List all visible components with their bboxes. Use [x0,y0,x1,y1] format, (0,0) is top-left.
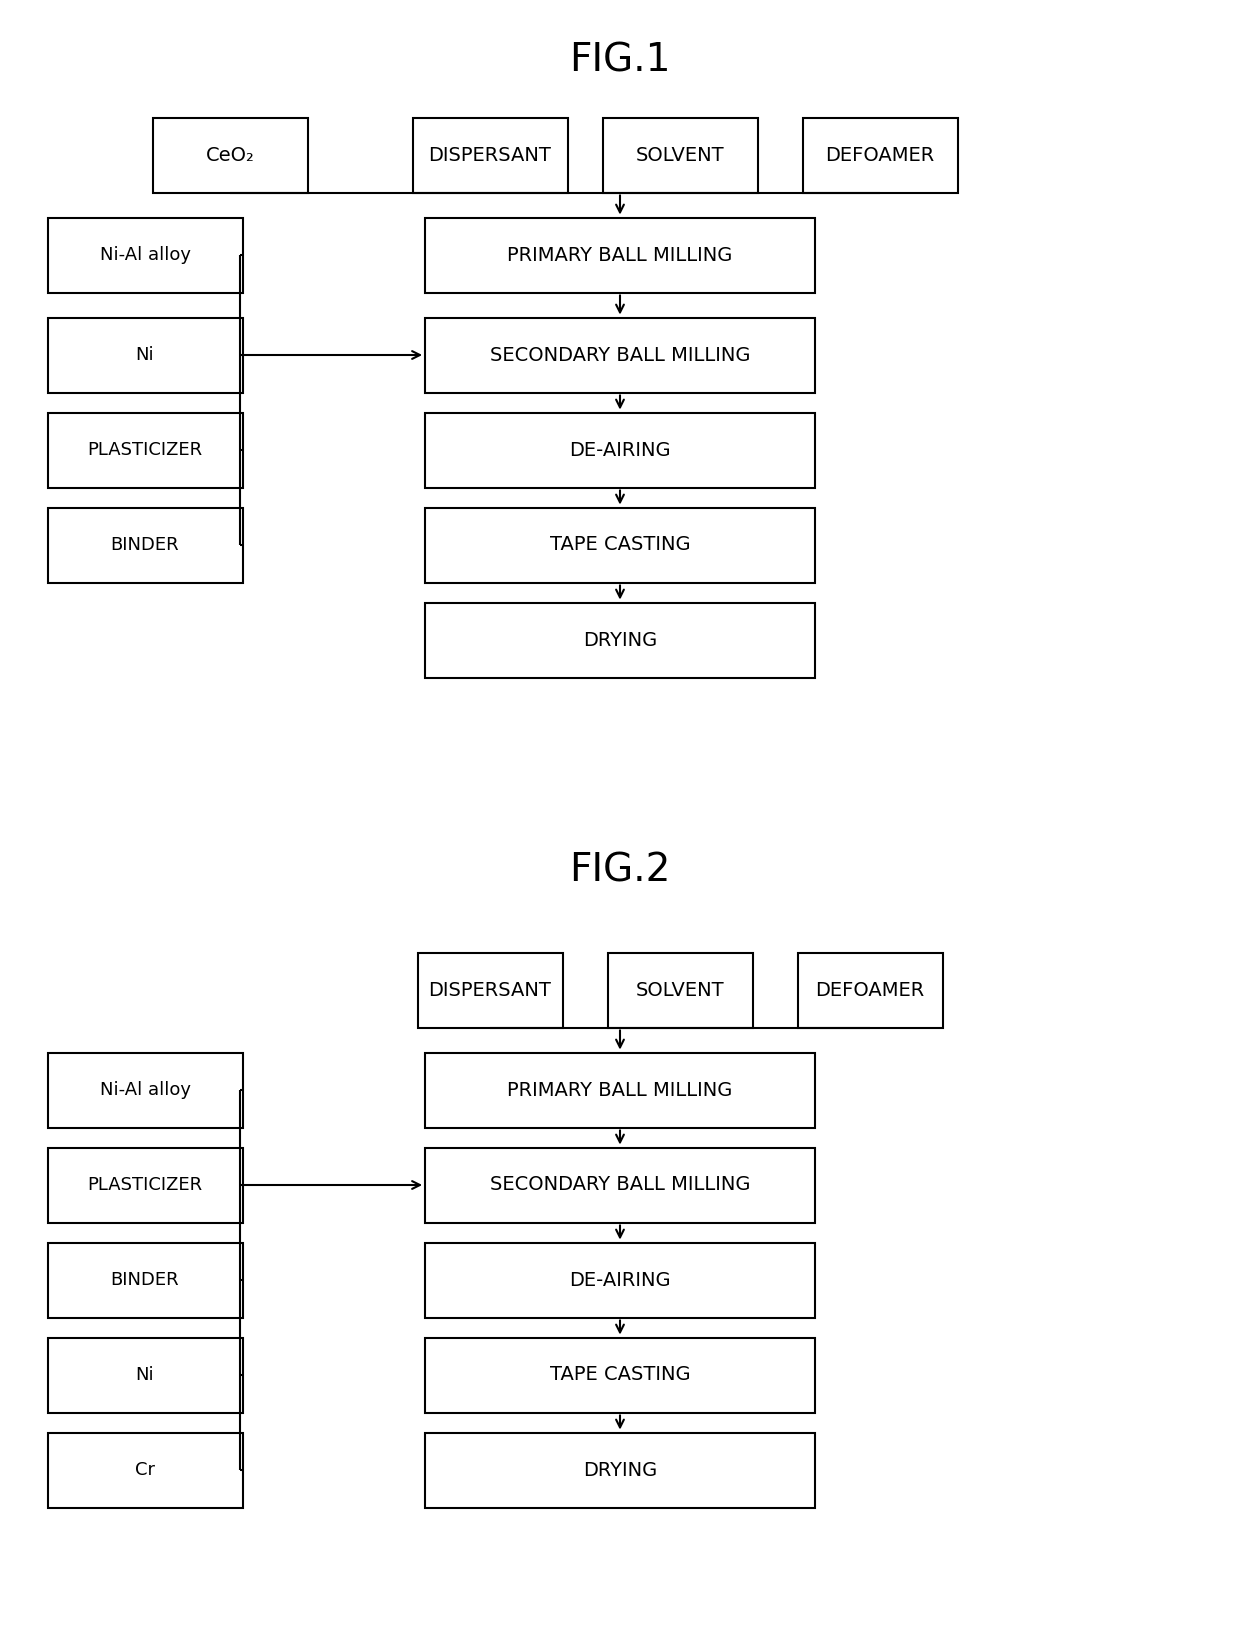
Text: DE-AIRING: DE-AIRING [569,1271,671,1290]
Bar [608,953,753,1028]
Bar [47,412,243,487]
Text: BINDER: BINDER [110,1271,180,1289]
Text: BINDER: BINDER [110,536,180,554]
Text: Ni: Ni [135,345,154,363]
Bar [425,1432,815,1507]
Text: PLASTICIZER: PLASTICIZER [88,1176,202,1194]
Text: PLASTICIZER: PLASTICIZER [88,441,202,459]
Text: DISPERSANT: DISPERSANT [429,145,552,165]
Text: PRIMARY BALL MILLING: PRIMARY BALL MILLING [507,1080,733,1100]
Text: SOLVENT: SOLVENT [636,981,724,1000]
Text: DE-AIRING: DE-AIRING [569,440,671,459]
Bar [802,117,957,192]
Bar [47,218,243,293]
Text: DRYING: DRYING [583,630,657,650]
Text: DISPERSANT: DISPERSANT [429,981,552,1000]
Text: FIG.1: FIG.1 [569,41,671,78]
Bar [153,117,308,192]
Bar [47,1052,243,1127]
Bar [603,117,758,192]
Text: Ni-Al alloy: Ni-Al alloy [99,246,191,264]
Text: SECONDARY BALL MILLING: SECONDARY BALL MILLING [490,345,750,365]
Bar [425,603,815,678]
Text: TAPE CASTING: TAPE CASTING [549,536,691,554]
Text: SOLVENT: SOLVENT [636,145,724,165]
Text: TAPE CASTING: TAPE CASTING [549,1365,691,1385]
Bar [797,953,942,1028]
Text: CeO₂: CeO₂ [206,145,254,165]
Bar [47,1337,243,1412]
Bar [47,318,243,393]
Bar [47,508,243,583]
Text: Ni-Al alloy: Ni-Al alloy [99,1082,191,1100]
Text: Ni: Ni [135,1367,154,1385]
Bar [425,412,815,487]
Bar [47,1147,243,1222]
Bar [47,1432,243,1507]
Text: DRYING: DRYING [583,1461,657,1479]
Bar [47,1243,243,1318]
Bar [413,117,568,192]
Text: FIG.2: FIG.2 [569,850,671,889]
Bar [425,1147,815,1222]
Text: Cr: Cr [135,1461,155,1479]
Text: DEFOAMER: DEFOAMER [816,981,925,1000]
Bar [425,1243,815,1318]
Bar [425,1052,815,1127]
Text: PRIMARY BALL MILLING: PRIMARY BALL MILLING [507,246,733,264]
Text: DEFOAMER: DEFOAMER [826,145,935,165]
Bar [425,508,815,583]
Text: SECONDARY BALL MILLING: SECONDARY BALL MILLING [490,1176,750,1194]
Bar [425,318,815,393]
Bar [425,1337,815,1412]
Bar [425,218,815,293]
Bar [418,953,563,1028]
